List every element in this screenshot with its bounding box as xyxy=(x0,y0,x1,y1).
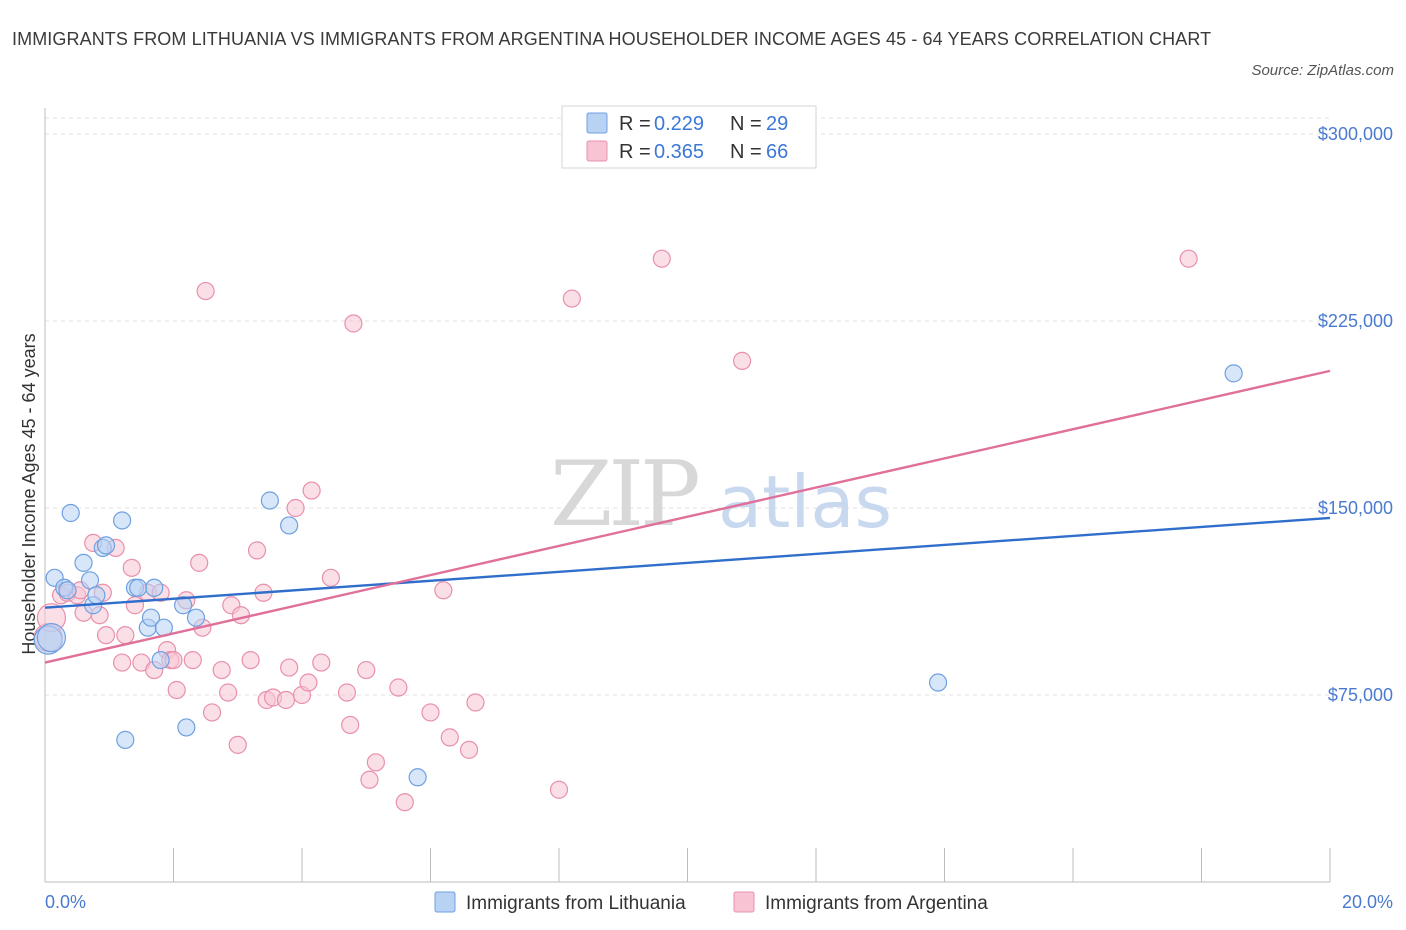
chart-source: Source: ZipAtlas.com xyxy=(1251,62,1394,79)
point-argentina-62 xyxy=(562,289,581,308)
point-argentina-34 xyxy=(231,606,251,625)
point-argentina-35 xyxy=(241,650,260,670)
point-argentina-23 xyxy=(167,680,186,700)
point-lithuania-5 xyxy=(74,553,93,572)
point-lithuania-3 xyxy=(58,581,77,600)
y-tick-labels: $75,000 $150,000 $225,000 $300,000 xyxy=(1318,124,1393,705)
data-points xyxy=(33,249,1243,812)
point-argentina-60 xyxy=(466,693,485,712)
point-argentina-12 xyxy=(112,653,132,672)
point-argentina-31 xyxy=(219,683,238,702)
point-argentina-41 xyxy=(280,658,299,677)
point-argentina-42 xyxy=(286,498,305,518)
point-argentina-47 xyxy=(321,568,341,587)
y-tick-label-0: $75,000 xyxy=(1328,685,1393,705)
point-lithuania-21 xyxy=(177,718,196,737)
point-lithuania-4 xyxy=(61,503,80,523)
stats-legend: R = 0.229 N = 29 R = 0.365 N = 66 xyxy=(561,105,817,169)
legend-r-label-argentina: R = xyxy=(619,141,651,163)
point-lithuania-6 xyxy=(80,571,100,590)
y-tick-label-2: $225,000 xyxy=(1318,311,1393,331)
point-lithuania-28 xyxy=(36,623,67,653)
point-argentina-45 xyxy=(302,481,321,500)
x-tick-label-max: 20.0% xyxy=(1342,892,1393,912)
point-argentina-59 xyxy=(459,740,479,759)
point-argentina-61 xyxy=(549,780,569,799)
series-legend: Immigrants from Lithuania Immigrants fro… xyxy=(434,891,988,914)
series-legend-label-lithuania: Immigrants from Lithuania xyxy=(466,893,686,914)
series-legend-label-argentina: Immigrants from Argentina xyxy=(765,893,988,914)
point-argentina-65 xyxy=(1179,249,1198,268)
point-lithuania-25 xyxy=(408,768,427,787)
point-argentina-63 xyxy=(652,249,671,268)
point-lithuania-24 xyxy=(280,516,299,535)
legend-r-value-lithuania: 0.229 xyxy=(654,113,704,135)
point-lithuania-10 xyxy=(96,536,116,555)
point-argentina-46 xyxy=(312,653,331,672)
point-lithuania-16 xyxy=(141,608,161,627)
point-lithuania-27 xyxy=(1224,364,1243,383)
point-lithuania-17 xyxy=(145,578,164,597)
point-lithuania-20 xyxy=(174,596,193,615)
series-legend-swatch-argentina xyxy=(733,891,755,913)
point-lithuania-14 xyxy=(129,578,148,597)
point-lithuania-26 xyxy=(928,673,948,692)
legend-n-label-lithuania: N = xyxy=(730,113,762,135)
point-lithuania-12 xyxy=(116,730,135,749)
legend-n-value-lithuania: 29 xyxy=(766,113,788,135)
point-argentina-10 xyxy=(96,626,116,645)
point-lithuania-8 xyxy=(87,586,106,605)
point-argentina-57 xyxy=(434,581,453,600)
point-argentina-14 xyxy=(122,558,141,577)
point-argentina-44 xyxy=(299,673,318,692)
point-argentina-58 xyxy=(440,728,459,747)
point-argentina-53 xyxy=(366,753,385,772)
point-argentina-40 xyxy=(276,690,296,710)
x-tick-label-min: 0.0% xyxy=(45,892,86,912)
point-argentina-33 xyxy=(228,735,247,754)
watermark-atlas: atlas xyxy=(718,460,892,544)
legend-r-label-lithuania: R = xyxy=(619,113,651,135)
y-axis-label: Householder Income Ages 45 - 64 years xyxy=(19,333,39,654)
trend-line-argentina xyxy=(44,369,1331,664)
point-argentina-55 xyxy=(395,793,414,812)
trend-lines xyxy=(44,369,1331,664)
point-argentina-36 xyxy=(247,541,267,560)
trend-line-lithuania xyxy=(44,516,1331,609)
point-lithuania-23 xyxy=(260,491,279,510)
point-argentina-15 xyxy=(125,596,145,615)
point-lithuania-18 xyxy=(151,650,170,670)
point-argentina-28 xyxy=(196,281,215,301)
point-argentina-30 xyxy=(212,660,231,680)
legend-n-value-argentina: 66 xyxy=(766,141,788,163)
point-argentina-50 xyxy=(344,314,363,333)
point-lithuania-11 xyxy=(112,511,132,530)
legend-swatch-lithuania xyxy=(586,112,608,134)
axes xyxy=(44,108,1331,883)
series-legend-swatch-lithuania xyxy=(434,891,456,913)
legend-n-label-argentina: N = xyxy=(730,141,762,163)
point-argentina-48 xyxy=(337,683,357,702)
point-argentina-54 xyxy=(389,678,408,697)
legend-swatch-argentina xyxy=(586,140,608,162)
point-argentina-56 xyxy=(421,703,440,722)
y-tick-label-3: $300,000 xyxy=(1318,124,1393,144)
point-argentina-26 xyxy=(190,553,209,572)
point-argentina-64 xyxy=(733,351,752,370)
point-lithuania-22 xyxy=(186,608,206,627)
point-argentina-52 xyxy=(360,770,379,789)
legend-r-value-argentina: 0.365 xyxy=(654,141,704,163)
point-argentina-29 xyxy=(202,703,222,722)
y-tick-label-1: $150,000 xyxy=(1318,498,1393,518)
point-argentina-13 xyxy=(116,626,135,645)
point-argentina-49 xyxy=(341,715,360,735)
chart-title: IMMIGRANTS FROM LITHUANIA VS IMMIGRANTS … xyxy=(12,29,1212,49)
point-argentina-51 xyxy=(357,660,376,680)
point-argentina-25 xyxy=(183,650,202,670)
